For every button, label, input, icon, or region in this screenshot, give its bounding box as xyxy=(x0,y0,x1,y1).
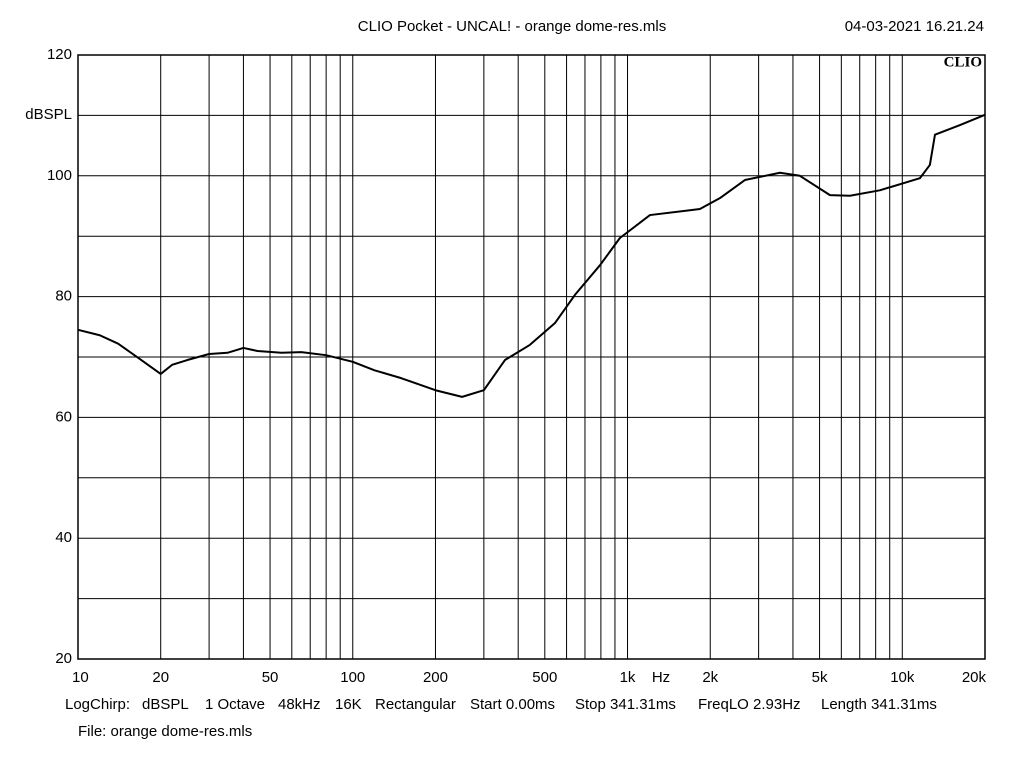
footer-item: Start 0.00ms xyxy=(470,696,555,713)
x-tick-label: 200 xyxy=(423,669,448,686)
footer-item: 16K xyxy=(335,696,362,713)
x-tick-label: 50 xyxy=(262,669,279,686)
x-tick-label: 5k xyxy=(812,669,828,686)
line-series xyxy=(77,113,986,398)
footer-item: 1 Octave xyxy=(205,696,265,713)
y-tick-label: 20 xyxy=(55,650,72,667)
footer-item: Length 341.31ms xyxy=(821,696,937,713)
logo: CLIO xyxy=(944,54,982,70)
y-tick-label: 100 xyxy=(47,167,72,184)
footer-item: dBSPL xyxy=(142,696,189,713)
footer-item: Rectangular xyxy=(375,696,456,713)
x-tick-label: 10k xyxy=(890,669,915,686)
plot-frame xyxy=(77,54,986,660)
x-tick-label: 2k xyxy=(702,669,718,686)
footer-item: 48kHz xyxy=(278,696,321,713)
y-tick-label: 60 xyxy=(55,408,72,425)
file-name: File: orange dome-res.mls xyxy=(78,723,252,740)
footer-item: LogChirp: xyxy=(65,696,130,713)
x-tick-label: 1k xyxy=(620,669,636,686)
y-axis-label: dBSPL xyxy=(25,106,72,123)
x-axis-label: Hz xyxy=(652,669,670,686)
date: 04-03-2021 16.21.24 xyxy=(845,18,984,35)
x-tick-label: 100 xyxy=(340,669,365,686)
x-tick-label: 20k xyxy=(962,669,987,686)
x-tick-label: 20 xyxy=(152,669,169,686)
y-tick-label: 40 xyxy=(55,529,72,546)
footer-item: Stop 341.31ms xyxy=(575,696,676,713)
y-tick-label: 120 xyxy=(47,46,72,63)
x-tick-label: 500 xyxy=(532,669,557,686)
y-tick-label: 80 xyxy=(55,288,72,305)
footer-item: FreqLO 2.93Hz xyxy=(698,696,801,713)
chart-title: CLIO Pocket - UNCAL! - orange dome-res.m… xyxy=(358,18,666,35)
x-tick-label: 10 xyxy=(72,669,89,686)
